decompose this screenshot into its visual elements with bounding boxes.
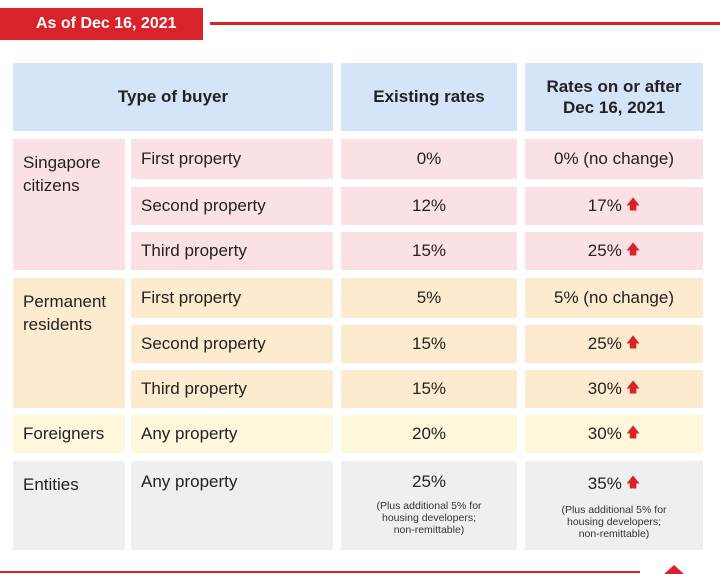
new-rate: 30% (587, 424, 622, 443)
table-row-property: First property (131, 278, 333, 318)
bottom-rule (0, 571, 640, 573)
header-new-rates: Rates on or after Dec 16, 2021 (525, 63, 703, 131)
table-row-property: Second property (131, 187, 333, 225)
group-foreigners: Foreigners (13, 415, 125, 453)
new-rate-cell: 0% (no change) (525, 139, 703, 179)
existing-rate-cell: 5% (341, 278, 517, 318)
new-rate: 35% (587, 474, 622, 493)
banner-rule (210, 22, 720, 25)
date-banner: As of Dec 16, 2021 (0, 8, 203, 40)
new-rate-wrap: 35% 🡅 (588, 472, 640, 496)
existing-rate: 20% (411, 424, 447, 443)
header-new-line1: Rates on or after (546, 77, 682, 96)
property-label: Second property (141, 196, 266, 215)
header-buyer-type: Type of buyer (13, 63, 333, 131)
new-rate: 25% (587, 241, 622, 260)
new-rate: 25% (587, 334, 622, 353)
existing-rate-cell: 12% (341, 187, 517, 225)
existing-rate: 5% (416, 288, 442, 307)
new-rate-cell: 30% 🡅 (525, 415, 703, 453)
property-label: Second property (141, 334, 266, 353)
arrow-up-icon: 🡅 (625, 379, 641, 395)
existing-rate-cell: 0% (341, 139, 517, 179)
existing-rate-cell: 25% (Plus additional 5% for housing deve… (341, 461, 517, 550)
arrow-up-icon: 🡅 (625, 474, 641, 490)
existing-rate: 0% (416, 149, 442, 168)
header-existing-label: Existing rates (373, 87, 485, 106)
header-existing-rates: Existing rates (341, 63, 517, 131)
new-rate: 0% (no change) (553, 149, 675, 168)
existing-rate: 25% (411, 472, 447, 491)
group-permanent-residents: Permanent residents (13, 278, 125, 408)
new-rate-cell: 25% 🡅 (525, 232, 703, 270)
existing-rate: 15% (411, 334, 447, 353)
table-row-property: First property (131, 139, 333, 179)
table-row-property: Any property (131, 415, 333, 453)
new-rate: 5% (no change) (553, 288, 675, 307)
group-label: Singapore (23, 153, 101, 172)
arrow-up-icon: 🡅 (625, 196, 641, 212)
note-line: housing developers; (567, 516, 661, 528)
new-rate: 30% (587, 379, 622, 398)
group-label: residents (23, 315, 92, 334)
table-row-property: Third property (131, 370, 333, 408)
note-line: (Plus additional 5% for (561, 504, 667, 516)
entity-note: (Plus additional 5% for housing develope… (561, 504, 666, 540)
property-label: Third property (141, 241, 247, 260)
corner-mark (664, 565, 684, 574)
header-new-line2: Dec 16, 2021 (562, 98, 666, 117)
table-row-property: Any property (131, 461, 333, 550)
new-rate-cell: 5% (no change) (525, 278, 703, 318)
existing-rate-cell: 15% (341, 232, 517, 270)
header-buyer-type-label: Type of buyer (117, 87, 229, 106)
existing-rate-cell: 15% (341, 325, 517, 363)
existing-rate-cell: 15% (341, 370, 517, 408)
property-label: Any property (141, 424, 238, 443)
group-label: citizens (23, 176, 80, 195)
property-label: First property (141, 149, 242, 168)
existing-rate: 15% (411, 379, 447, 398)
note-line: housing developers; (382, 512, 476, 524)
new-rate-cell: 35% 🡅 (Plus additional 5% for housing dev… (525, 461, 703, 550)
date-label: As of Dec 16, 2021 (36, 15, 177, 32)
group-singapore-citizens: Singapore citizens (13, 139, 125, 270)
existing-rate: 12% (411, 196, 447, 215)
note-line: (Plus additional 5% for (376, 500, 482, 512)
new-rate: 17% (587, 196, 622, 215)
arrow-up-icon: 🡅 (625, 334, 641, 350)
entity-note: (Plus additional 5% for housing develope… (376, 500, 481, 536)
group-entities: Entities (13, 461, 125, 550)
new-rate-cell: 30% 🡅 (525, 370, 703, 408)
group-label: Foreigners (23, 424, 105, 443)
property-label: First property (141, 288, 242, 307)
note-line: non-remittable) (393, 524, 465, 536)
property-label: Any property (141, 472, 238, 491)
arrow-up-icon: 🡅 (625, 424, 641, 440)
table-row-property: Third property (131, 232, 333, 270)
existing-rate-cell: 20% (341, 415, 517, 453)
arrow-up-icon: 🡅 (625, 241, 641, 257)
new-rate-cell: 17% 🡅 (525, 187, 703, 225)
note-line: non-remittable) (578, 528, 650, 540)
group-label: Permanent (23, 292, 107, 311)
existing-rate: 15% (411, 241, 447, 260)
table-row-property: Second property (131, 325, 333, 363)
property-label: Third property (141, 379, 247, 398)
new-rate-cell: 25% 🡅 (525, 325, 703, 363)
group-label: Entities (23, 475, 79, 494)
